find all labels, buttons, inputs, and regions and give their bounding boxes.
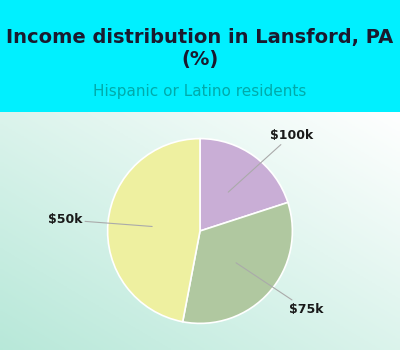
Text: $75k: $75k bbox=[236, 263, 323, 316]
Text: $50k: $50k bbox=[48, 214, 152, 226]
Wedge shape bbox=[108, 139, 200, 322]
Text: $100k: $100k bbox=[228, 129, 313, 192]
Text: Hispanic or Latino residents: Hispanic or Latino residents bbox=[93, 84, 307, 99]
Wedge shape bbox=[200, 139, 288, 231]
Wedge shape bbox=[183, 202, 292, 323]
Text: Income distribution in Lansford, PA
(%): Income distribution in Lansford, PA (%) bbox=[6, 28, 394, 69]
